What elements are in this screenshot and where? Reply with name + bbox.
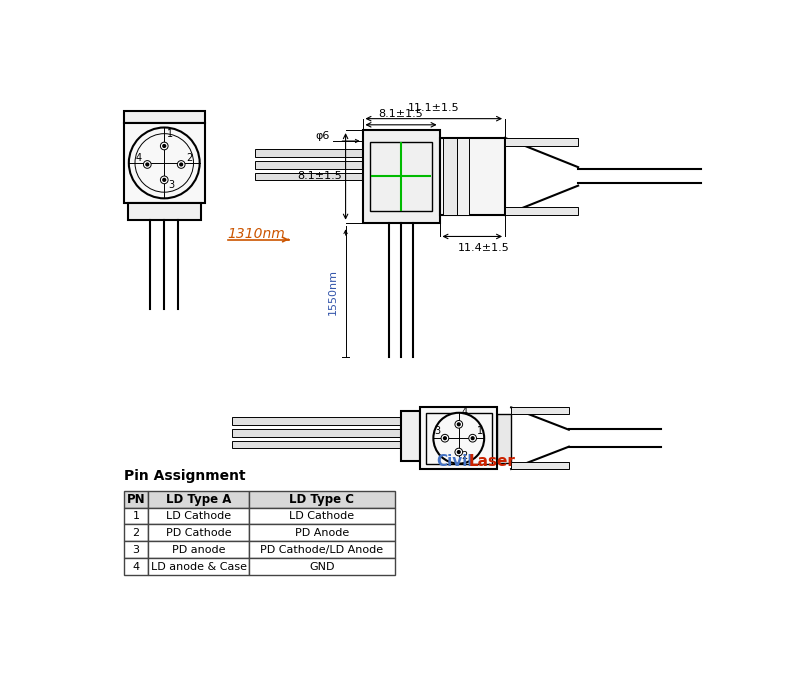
Bar <box>254 150 363 158</box>
Bar <box>124 111 205 122</box>
Bar <box>426 413 492 463</box>
Bar <box>149 541 249 559</box>
Circle shape <box>163 178 166 181</box>
Circle shape <box>180 163 182 166</box>
Text: Laser: Laser <box>468 454 515 469</box>
Bar <box>511 462 569 469</box>
Bar <box>124 491 149 508</box>
Circle shape <box>455 448 463 456</box>
Circle shape <box>457 423 460 426</box>
Text: Civil: Civil <box>437 454 473 469</box>
Text: 4: 4 <box>136 153 142 162</box>
Text: PD Anode: PD Anode <box>295 528 349 538</box>
Bar <box>249 524 395 541</box>
Bar <box>128 203 201 220</box>
Bar <box>124 559 149 575</box>
Text: PD Cathode/LD Anode: PD Cathode/LD Anode <box>260 545 383 555</box>
Circle shape <box>472 437 474 440</box>
Bar <box>231 429 401 437</box>
Bar <box>511 407 569 414</box>
Text: 1550nm: 1550nm <box>328 269 338 315</box>
Bar <box>371 141 432 211</box>
Bar <box>254 172 363 180</box>
Text: 1: 1 <box>167 129 174 139</box>
Bar <box>401 412 420 461</box>
Bar <box>254 161 363 169</box>
Bar <box>457 138 468 215</box>
Text: 1: 1 <box>133 511 140 521</box>
Text: 8.1±1.5: 8.1±1.5 <box>378 109 423 120</box>
Circle shape <box>160 176 168 183</box>
Circle shape <box>160 142 168 150</box>
Bar <box>249 508 395 524</box>
Text: LD Cathode: LD Cathode <box>289 511 354 521</box>
Bar <box>443 138 457 215</box>
Bar <box>249 541 395 559</box>
Text: GND: GND <box>309 562 334 572</box>
Text: PD Cathode: PD Cathode <box>166 528 231 538</box>
Text: 1310nm: 1310nm <box>228 227 285 241</box>
Circle shape <box>434 413 484 463</box>
Bar <box>363 130 439 223</box>
Text: 3: 3 <box>435 426 440 436</box>
Bar <box>231 440 401 448</box>
Bar <box>249 559 395 575</box>
Circle shape <box>144 160 151 168</box>
Circle shape <box>163 145 166 148</box>
Text: LD Type A: LD Type A <box>166 493 231 505</box>
Bar <box>505 138 578 146</box>
Text: LD Cathode: LD Cathode <box>166 511 231 521</box>
Bar <box>124 508 149 524</box>
Text: φ6: φ6 <box>316 132 330 141</box>
Circle shape <box>129 127 200 198</box>
Text: 3: 3 <box>133 545 140 555</box>
Circle shape <box>443 437 446 440</box>
Circle shape <box>441 434 449 442</box>
Bar <box>149 524 249 541</box>
Circle shape <box>177 160 185 168</box>
Bar <box>249 491 395 508</box>
Text: PD anode: PD anode <box>171 545 225 555</box>
Bar <box>420 407 497 469</box>
Bar <box>124 524 149 541</box>
Text: 11.4±1.5: 11.4±1.5 <box>458 243 510 253</box>
Text: 4: 4 <box>461 407 467 417</box>
Bar <box>149 559 249 575</box>
Bar <box>439 138 505 215</box>
Text: 4: 4 <box>133 562 140 572</box>
Bar <box>149 508 249 524</box>
Text: 2: 2 <box>133 528 140 538</box>
Text: 2: 2 <box>461 451 468 461</box>
Text: Pin Assignment: Pin Assignment <box>124 469 246 483</box>
Bar <box>149 491 249 508</box>
Bar <box>505 207 578 215</box>
Bar <box>231 417 401 425</box>
Circle shape <box>455 421 463 428</box>
Text: 8.1±1.5: 8.1±1.5 <box>297 172 342 181</box>
Circle shape <box>457 451 460 454</box>
Text: 1: 1 <box>477 426 483 436</box>
Text: LD Type C: LD Type C <box>289 493 354 505</box>
Text: 2: 2 <box>186 153 193 162</box>
Text: LD anode & Case: LD anode & Case <box>151 562 246 572</box>
Text: 11.1±1.5: 11.1±1.5 <box>408 104 460 113</box>
Text: PN: PN <box>127 493 145 505</box>
Bar <box>124 122 205 203</box>
Circle shape <box>468 434 476 442</box>
Circle shape <box>146 163 149 166</box>
Bar <box>497 414 511 463</box>
Text: 3: 3 <box>168 180 175 190</box>
Bar <box>124 541 149 559</box>
